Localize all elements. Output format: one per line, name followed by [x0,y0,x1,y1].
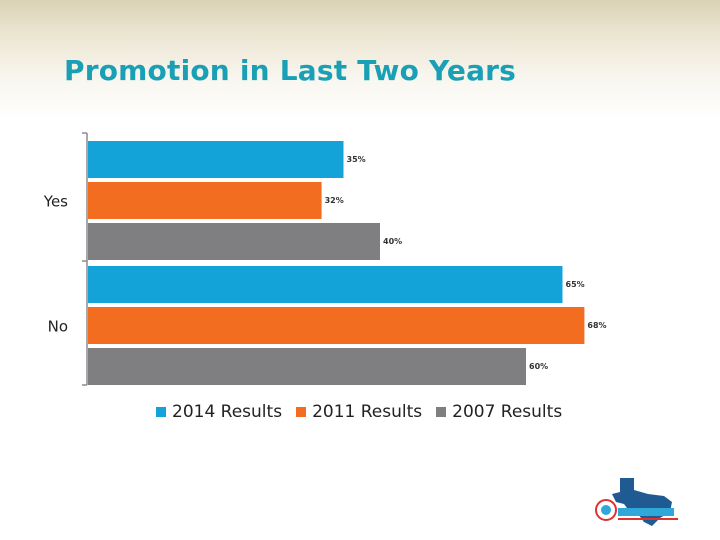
bar-no-2007-results [88,348,526,385]
bar-no-2011-results [88,307,585,344]
legend-swatch-0 [156,407,166,417]
slide-title: Promotion in Last Two Years [64,54,517,87]
legend-item-1: 2011 Results [296,402,422,422]
emblem-circle-icon [595,499,617,521]
bar-yes-2014-results [88,141,344,178]
legend-swatch-1 [296,407,307,417]
bar-yes-2007-results [88,223,380,260]
legend-label-1: 2011 Results [312,402,423,422]
logo-wordmark-icon [618,508,678,520]
category-label-no: No [48,318,68,336]
title-background-band [0,0,720,120]
legend-swatch-2 [436,407,447,417]
legend-item-2: 2007 Results [436,402,562,422]
bar-no-2014-results [88,266,563,303]
legend-item-0: 2014 Results [156,402,282,422]
category-label-yes: Yes [43,193,68,211]
data-label-no-2: 60% [529,362,548,371]
data-label-no-0: 65% [566,280,585,289]
legend-label-2: 2007 Results [452,402,563,422]
bar-yes-2011-results [88,182,322,219]
data-label-yes-1: 32% [325,196,344,205]
chart-legend: 2014 Results 2011 Results 2007 Results [156,400,562,424]
legend-label-0: 2014 Results [172,402,283,422]
data-label-yes-0: 35% [347,155,366,164]
data-label-no-1: 68% [587,321,606,330]
data-label-yes-2: 40% [383,237,402,246]
organization-logo [595,478,678,526]
